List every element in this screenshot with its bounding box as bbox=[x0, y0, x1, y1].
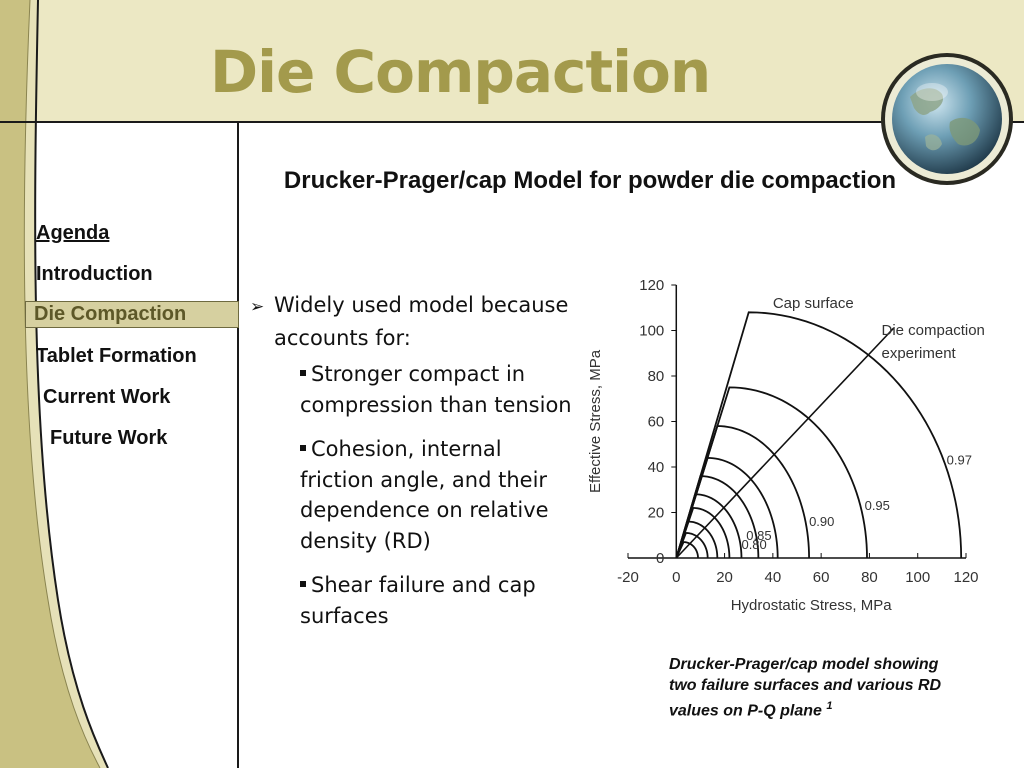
x-tick-label: 20 bbox=[716, 569, 733, 586]
failure-surface-curve bbox=[675, 541, 699, 559]
caption-text: Drucker-Prager/cap model showing two fai… bbox=[669, 656, 942, 720]
x-tick-label: 120 bbox=[953, 569, 978, 586]
y-tick-label: 100 bbox=[639, 323, 664, 340]
rd-value-label: 0.97 bbox=[947, 453, 972, 468]
figure-caption: Drucker-Prager/cap model showing two fai… bbox=[669, 654, 969, 721]
rd-value-label: 0.90 bbox=[809, 514, 834, 529]
rd-value-label: 0.95 bbox=[865, 498, 890, 513]
rd-value-label: 0.85 bbox=[746, 528, 771, 543]
nav-tablet-formation[interactable]: Tablet Formation bbox=[36, 345, 197, 367]
failure-surface-curve bbox=[675, 507, 731, 559]
y-tick-label: 60 bbox=[648, 414, 665, 431]
x-tick-label: 40 bbox=[765, 569, 782, 586]
failure-surface-curve bbox=[675, 425, 810, 559]
caption-superscript: 1 bbox=[826, 700, 833, 712]
pq-plane-chart: -20 0 20 40 60 80 100 120 0 20 40 60 80 100 120 Hydrost… bbox=[587, 277, 985, 614]
left-band-edge bbox=[34, 0, 109, 768]
square-bullet-icon bbox=[300, 445, 306, 451]
failure-surface-curve bbox=[675, 311, 963, 559]
bullet-main: ➢ Widely used model because accounts for: bbox=[250, 290, 580, 353]
failure-surface-curve bbox=[675, 456, 779, 559]
failure-surface-curve bbox=[675, 532, 709, 559]
annotation-cap-surface: Cap surface bbox=[773, 295, 854, 312]
y-tick-label: 120 bbox=[639, 277, 664, 294]
slide-subtitle: Drucker-Prager/cap Model for powder die … bbox=[283, 167, 897, 194]
bullet-main-text: Widely used model because accounts for: bbox=[274, 293, 569, 350]
x-tick-label: 60 bbox=[813, 569, 830, 586]
bullet-sub: Shear failure and cap surfaces bbox=[250, 570, 580, 631]
bullet-sub-text: Shear failure and cap surfaces bbox=[300, 573, 536, 628]
annotation-die-compaction: experiment bbox=[882, 345, 957, 362]
annotation-die-compaction: Die compaction bbox=[882, 322, 985, 339]
header-divider bbox=[0, 121, 1024, 123]
left-band-inner bbox=[24, 0, 109, 768]
nav-current-work[interactable]: Current Work bbox=[43, 386, 171, 408]
y-tick-label: 80 bbox=[648, 368, 665, 385]
header-band bbox=[31, 0, 1024, 121]
die-compaction-line bbox=[675, 327, 895, 559]
square-bullet-icon bbox=[300, 370, 306, 376]
y-tick-label: 40 bbox=[648, 459, 665, 476]
failure-surface-curve bbox=[675, 475, 760, 559]
sidebar-divider bbox=[237, 121, 239, 768]
square-bullet-icon bbox=[300, 581, 306, 587]
nav-agenda[interactable]: Agenda bbox=[36, 222, 110, 244]
y-tick-label: 0 bbox=[656, 550, 664, 567]
y-axis-label: Effective Stress, MPa bbox=[587, 349, 604, 493]
bullet-sub: Cohesion, internal friction angle, and t… bbox=[250, 434, 580, 556]
bullet-list: ➢ Widely used model because accounts for:… bbox=[250, 290, 580, 631]
failure-surface-curve bbox=[675, 520, 719, 559]
x-tick-label: 100 bbox=[905, 569, 930, 586]
left-band-edge-outer bbox=[23, 0, 101, 768]
nav-die-compaction[interactable]: Die Compaction bbox=[25, 301, 239, 328]
globe-icon bbox=[881, 53, 1013, 185]
nav-introduction[interactable]: Introduction bbox=[36, 263, 153, 285]
x-tick-label: -20 bbox=[617, 569, 639, 586]
bullet-sub-text: Stronger compact in compression than ten… bbox=[300, 362, 572, 417]
nav-future-work[interactable]: Future Work bbox=[50, 427, 168, 449]
left-band bbox=[0, 0, 100, 768]
rd-value-label: 0.80 bbox=[741, 537, 766, 552]
x-axis-label: Hydrostatic Stress, MPa bbox=[731, 597, 893, 614]
failure-surface-curve bbox=[675, 493, 743, 559]
x-tick-label: 80 bbox=[861, 569, 878, 586]
arrow-bullet-icon: ➢ bbox=[250, 297, 265, 317]
page-title: Die Compaction bbox=[210, 38, 711, 106]
bullet-sub: Stronger compact in compression than ten… bbox=[250, 359, 580, 420]
x-tick-label: 0 bbox=[672, 569, 680, 586]
bullet-sub-text: Cohesion, internal friction angle, and t… bbox=[300, 437, 549, 553]
failure-surface-curve bbox=[675, 386, 868, 559]
y-tick-label: 20 bbox=[648, 505, 665, 522]
